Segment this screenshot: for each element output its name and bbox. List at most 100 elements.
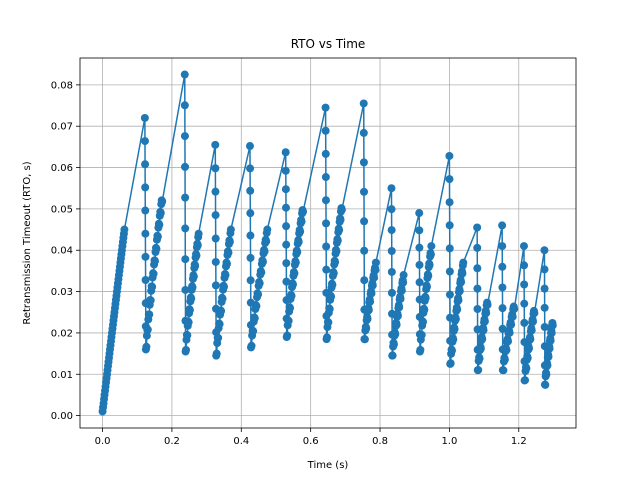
rto-point bbox=[473, 223, 482, 232]
y-axis-label: Retransmission Timeout (RTO, s) bbox=[22, 161, 33, 324]
rto-point bbox=[445, 290, 454, 299]
rto-point bbox=[393, 311, 402, 320]
rto-point bbox=[479, 326, 488, 335]
rto-point bbox=[445, 244, 454, 253]
rto-point bbox=[337, 205, 346, 214]
rto-point bbox=[141, 229, 150, 238]
rto-point bbox=[362, 324, 371, 333]
rto-point bbox=[498, 242, 507, 251]
rto-point bbox=[153, 232, 162, 241]
rto-point bbox=[182, 345, 191, 354]
rto-point bbox=[529, 317, 538, 326]
rto-point bbox=[217, 307, 226, 316]
rto-point bbox=[189, 272, 198, 281]
rto-point bbox=[180, 70, 189, 79]
x-tick-label: 0.0 bbox=[95, 436, 111, 447]
rto-point bbox=[415, 243, 424, 252]
y-tick-label: 0.01 bbox=[51, 370, 73, 381]
rto-point bbox=[183, 331, 192, 340]
rto-point bbox=[502, 346, 511, 355]
rto-point bbox=[286, 304, 295, 313]
rto-point bbox=[184, 318, 193, 327]
rto-point bbox=[120, 225, 129, 234]
rto-point bbox=[146, 296, 155, 305]
rto-point bbox=[387, 267, 396, 276]
rto-point bbox=[296, 227, 305, 236]
rto-point bbox=[387, 247, 396, 256]
rto-point bbox=[447, 346, 456, 355]
rto-point bbox=[498, 262, 507, 271]
rto-point bbox=[392, 320, 401, 329]
rto-point bbox=[417, 331, 426, 339]
rto-point bbox=[445, 198, 454, 207]
rto-point bbox=[193, 241, 202, 250]
rto-point bbox=[149, 269, 158, 278]
rto-point bbox=[483, 300, 492, 309]
rto-point bbox=[545, 344, 554, 353]
rto-point bbox=[158, 197, 167, 206]
rto-point bbox=[297, 217, 306, 226]
rto-point bbox=[530, 309, 539, 318]
x-tick-label: 0.6 bbox=[303, 436, 319, 447]
rto-point bbox=[396, 294, 405, 303]
x-tick-label: 1.2 bbox=[511, 436, 527, 447]
rto-point bbox=[498, 304, 507, 313]
rto-point bbox=[520, 261, 529, 270]
rto-point bbox=[421, 294, 430, 302]
rto-point bbox=[282, 240, 291, 249]
rto-point bbox=[322, 242, 331, 251]
rto-point bbox=[260, 247, 269, 256]
rto-point bbox=[185, 306, 194, 315]
rto-point bbox=[211, 164, 220, 173]
rto-point bbox=[541, 380, 550, 389]
rto-point bbox=[156, 209, 165, 217]
rto-point bbox=[520, 299, 529, 308]
rto-point bbox=[389, 340, 398, 349]
rto-point bbox=[454, 296, 463, 305]
rto-point bbox=[453, 305, 462, 314]
rto-point bbox=[322, 265, 331, 274]
rto-point bbox=[474, 366, 483, 374]
rto-point bbox=[212, 349, 221, 358]
rto-point bbox=[283, 331, 292, 340]
rto-point bbox=[181, 285, 190, 294]
rto-point bbox=[187, 294, 196, 303]
rto-point bbox=[445, 267, 454, 276]
plot-frame bbox=[79, 57, 577, 429]
rto-point bbox=[367, 289, 376, 298]
rto-point bbox=[325, 305, 334, 314]
rto-point bbox=[324, 318, 333, 327]
rto-point bbox=[214, 333, 223, 342]
rto-point bbox=[395, 303, 404, 312]
rto-point bbox=[457, 278, 466, 287]
rto-point bbox=[287, 291, 296, 300]
rto-point bbox=[364, 306, 373, 315]
rto-point bbox=[451, 315, 460, 324]
rto-point bbox=[225, 237, 234, 246]
x-tick-label: 0.2 bbox=[164, 436, 180, 447]
rto-point bbox=[141, 183, 150, 192]
rto-point bbox=[141, 252, 150, 261]
rto-point bbox=[359, 158, 368, 167]
rto-point bbox=[321, 103, 330, 112]
rto-point bbox=[246, 231, 255, 240]
rto-point bbox=[415, 278, 424, 287]
rto-point bbox=[542, 370, 551, 379]
rto-point bbox=[526, 335, 535, 344]
rto-point bbox=[336, 215, 345, 224]
rto-point bbox=[476, 344, 485, 353]
rto-point bbox=[263, 225, 272, 234]
rto-point bbox=[211, 140, 220, 149]
rto-point bbox=[359, 128, 368, 137]
rto-point bbox=[142, 342, 151, 351]
rto-point bbox=[321, 196, 330, 205]
rto-point bbox=[141, 206, 150, 215]
plot-data bbox=[98, 70, 557, 416]
rto-point bbox=[180, 132, 189, 141]
rto-point bbox=[540, 323, 549, 332]
rto-point bbox=[294, 237, 303, 246]
rto-point bbox=[145, 310, 154, 319]
rto-point bbox=[422, 282, 431, 291]
